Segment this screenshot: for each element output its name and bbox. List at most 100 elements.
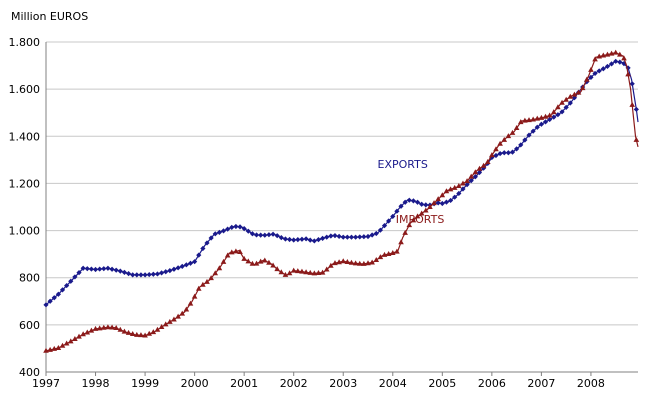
imports-data-point: [96, 325, 103, 331]
exports-data-point: [88, 266, 95, 272]
imports-data-point: [88, 327, 95, 333]
imports-data-point: [191, 293, 198, 299]
exports-data-point: [303, 236, 309, 242]
exports-data-point: [101, 266, 107, 272]
imports-data-point: [200, 281, 206, 287]
exports-data-point: [233, 223, 239, 230]
y-tick-label: 1.400: [9, 130, 41, 143]
x-tick-label: 2006: [478, 377, 506, 390]
imports-data-point: [423, 207, 429, 213]
imports-data-point: [138, 332, 144, 338]
exports-data-point: [245, 228, 251, 234]
imports-data-point: [125, 329, 132, 335]
x-tick-label: 2005: [428, 377, 456, 390]
exports-data-point: [402, 199, 408, 205]
imports-data-point: [311, 270, 318, 276]
imports-data-point: [472, 169, 479, 175]
exports-data-point: [406, 197, 412, 203]
imports-data-point: [513, 125, 520, 131]
imports-data-point: [76, 333, 82, 339]
imports-data-point: [216, 265, 223, 271]
imports-data-point: [167, 318, 173, 324]
imports-data-point: [59, 342, 66, 348]
imports-data-point: [608, 50, 615, 56]
imports-data-point: [418, 210, 425, 216]
imports-data-point: [47, 346, 53, 352]
x-tick-label: 2004: [379, 377, 407, 390]
imports-data-point: [526, 117, 532, 123]
exports-data-point: [291, 237, 297, 243]
exports-data-point: [381, 222, 388, 229]
exports-data-point: [187, 260, 194, 266]
imports-data-point: [567, 93, 574, 99]
imports-data-point: [612, 49, 619, 55]
imports-data-point: [187, 300, 194, 306]
exports-data-point: [97, 266, 103, 272]
exports-data-point: [192, 259, 198, 265]
imports-data-point: [249, 260, 256, 266]
imports-data-point: [435, 196, 441, 202]
exports-data-point: [468, 178, 474, 184]
imports-data-point: [92, 325, 99, 331]
exports-data-point: [522, 137, 528, 143]
imports-data-point: [175, 313, 181, 319]
imports-data-point: [295, 268, 301, 274]
exports-data-point: [414, 199, 421, 205]
imports-data-point: [575, 89, 582, 95]
imports-data-point: [584, 76, 590, 82]
imports-data-point: [307, 269, 314, 275]
imports-data-point: [468, 173, 475, 179]
imports-data-point: [253, 260, 260, 266]
exports-data-point: [274, 233, 280, 239]
exports-data-point: [501, 150, 507, 156]
exports-data-point: [526, 132, 532, 138]
y-tick-label: 1.800: [9, 36, 41, 49]
exports-data-point: [216, 229, 222, 235]
exports-data-point: [117, 268, 123, 274]
exports-data-point: [328, 233, 334, 239]
imports-data-point: [604, 51, 611, 57]
x-tick-label: 2003: [329, 377, 357, 390]
exports-data-point: [105, 265, 111, 271]
imports-data-point: [208, 275, 214, 281]
x-tick-label: 1997: [32, 377, 60, 390]
x-tick-label: 2001: [230, 377, 258, 390]
exports-data-point: [394, 208, 400, 214]
exports-data-point: [547, 116, 553, 123]
imports-data-point: [121, 328, 128, 334]
imports-data-point: [344, 259, 351, 264]
imports-data-point: [402, 229, 408, 235]
exports-data-point: [497, 150, 503, 157]
imports-data-point: [282, 271, 289, 277]
imports-data-point: [369, 259, 375, 265]
exports-data-point: [588, 74, 594, 80]
x-tick-label: 1999: [131, 377, 159, 390]
imports-data-point: [443, 188, 450, 194]
exports-data-point: [278, 235, 284, 241]
exports-data-point: [175, 265, 181, 271]
imports-data-point: [546, 112, 553, 118]
exports-data-point: [460, 186, 466, 192]
imports-data-point: [389, 249, 396, 255]
imports-data-point: [150, 329, 157, 335]
y-axis-label: Million EUROS: [11, 10, 89, 23]
imports-data-point: [365, 260, 371, 266]
imports-data-point: [464, 178, 470, 184]
imports-data-point: [162, 321, 169, 327]
x-tick-label: 2008: [577, 377, 605, 390]
imports-data-point: [489, 152, 495, 158]
exports-data-point: [196, 252, 202, 258]
imports-data-point: [456, 182, 462, 188]
imports-data-point: [427, 204, 433, 209]
imports-data-point: [55, 344, 62, 350]
exports-data-point: [51, 295, 57, 301]
exports-data-point: [80, 265, 86, 271]
exports-data-point: [237, 224, 243, 230]
exports-data-point: [315, 237, 322, 243]
exports-data-point: [76, 270, 82, 276]
imports-data-point: [555, 104, 561, 110]
imports-data-point: [447, 186, 454, 192]
imports-data-point: [286, 270, 293, 276]
imports-data-point: [323, 266, 330, 272]
imports-data-point: [328, 262, 334, 268]
